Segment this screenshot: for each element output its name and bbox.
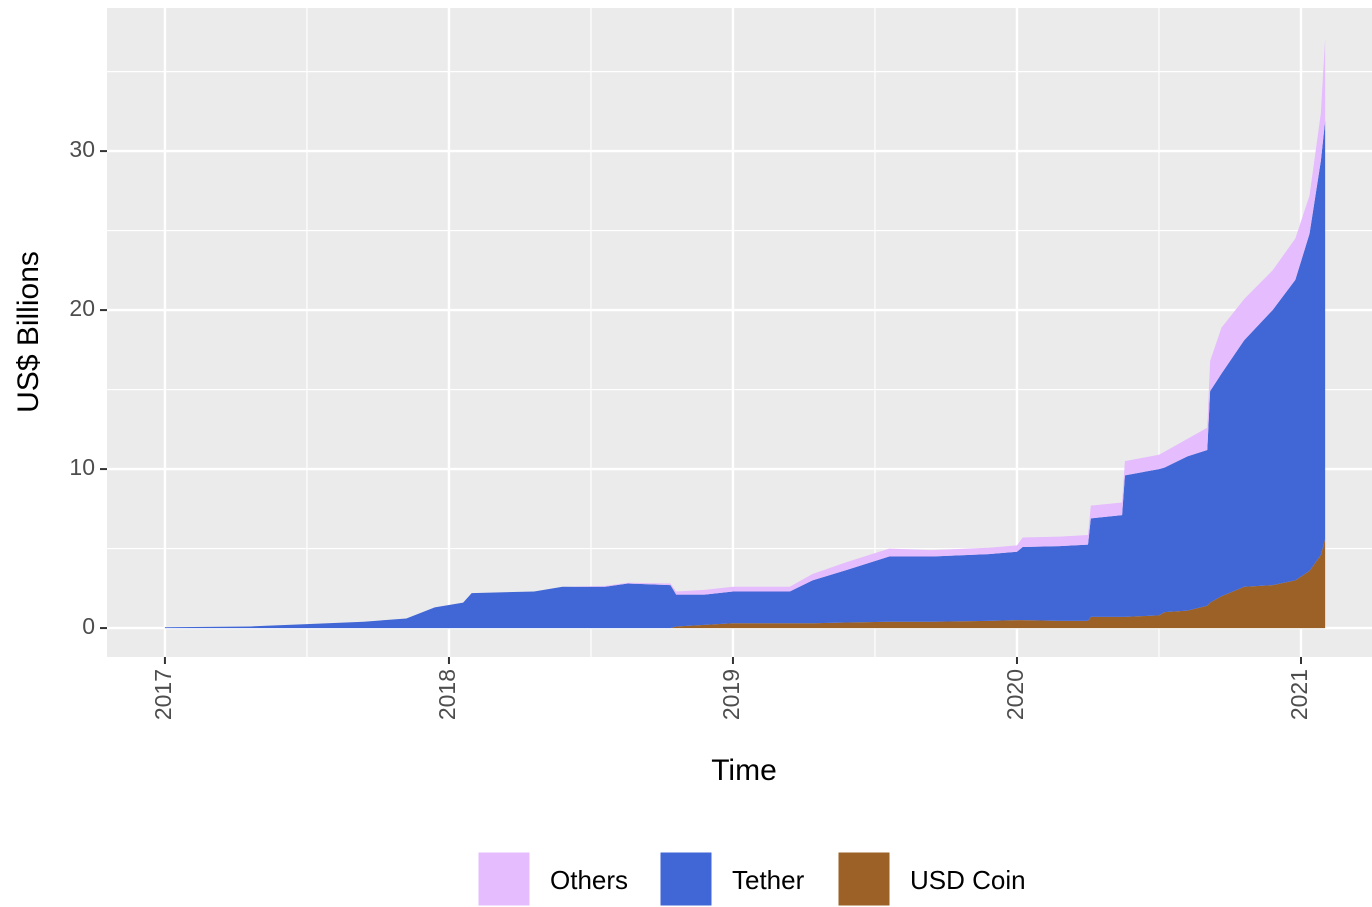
x-tick-label: 2021 xyxy=(1286,669,1312,720)
legend-label: Others xyxy=(550,865,628,895)
x-axis-title: Time xyxy=(711,754,777,787)
area xyxy=(164,120,1326,629)
legend-swatch xyxy=(477,851,531,907)
legend-label: USD Coin xyxy=(910,865,1026,895)
y-tick-label: 20 xyxy=(69,295,95,321)
x-tick-label: 2017 xyxy=(150,669,176,720)
legend-label: Tether xyxy=(732,865,805,895)
y-tick-label: 0 xyxy=(82,613,95,639)
y-tick-label: 30 xyxy=(69,136,95,162)
area xyxy=(164,539,1326,629)
x-tick-label: 2018 xyxy=(434,669,460,720)
legend-swatch xyxy=(837,851,891,907)
y-tick-label: 10 xyxy=(69,454,95,480)
y-axis-title: US$ Billions xyxy=(12,251,45,413)
x-tick-label: 2019 xyxy=(718,669,744,720)
legend-swatch xyxy=(659,851,713,907)
x-tick-label: 2020 xyxy=(1002,669,1028,720)
